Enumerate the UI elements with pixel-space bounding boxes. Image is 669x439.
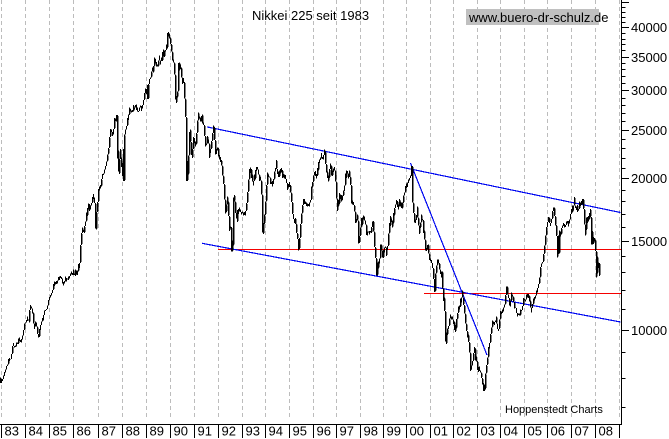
svg-text:90: 90 xyxy=(174,424,188,439)
svg-text:89: 89 xyxy=(150,424,164,439)
svg-text:98: 98 xyxy=(364,424,378,439)
svg-text:95: 95 xyxy=(293,424,307,439)
svg-text:07: 07 xyxy=(575,424,589,439)
svg-text:97: 97 xyxy=(340,424,354,439)
svg-text:99: 99 xyxy=(387,424,401,439)
svg-text:92: 92 xyxy=(222,424,236,439)
svg-text:96: 96 xyxy=(317,424,331,439)
svg-text:30000: 30000 xyxy=(631,83,667,98)
svg-text:01: 01 xyxy=(434,424,448,439)
svg-text:06: 06 xyxy=(551,424,565,439)
svg-text:15000: 15000 xyxy=(631,234,667,249)
svg-text:Hoppenstedt Charts: Hoppenstedt Charts xyxy=(505,404,603,416)
svg-text:94: 94 xyxy=(269,424,283,439)
svg-text:02: 02 xyxy=(457,424,471,439)
svg-text:00: 00 xyxy=(410,424,424,439)
svg-text:85: 85 xyxy=(53,424,67,439)
svg-text:08: 08 xyxy=(599,424,613,439)
svg-text:93: 93 xyxy=(246,424,260,439)
svg-text:10000: 10000 xyxy=(631,323,667,338)
svg-text:88: 88 xyxy=(126,424,140,439)
svg-text:04: 04 xyxy=(504,424,518,439)
svg-text:86: 86 xyxy=(77,424,91,439)
svg-text:40000: 40000 xyxy=(631,20,667,35)
svg-text:05: 05 xyxy=(528,424,542,439)
svg-text:20000: 20000 xyxy=(631,171,667,186)
svg-text:91: 91 xyxy=(198,424,212,439)
svg-text:www.buero-dr-schulz.de: www.buero-dr-schulz.de xyxy=(468,10,608,25)
svg-text:35000: 35000 xyxy=(631,50,667,65)
svg-text:03: 03 xyxy=(481,424,495,439)
svg-text:25000: 25000 xyxy=(631,123,667,138)
svg-text:Nikkei 225 seit 1983: Nikkei 225 seit 1983 xyxy=(252,8,369,23)
svg-text:83: 83 xyxy=(5,424,19,439)
svg-text:84: 84 xyxy=(29,424,43,439)
svg-text:87: 87 xyxy=(102,424,116,439)
